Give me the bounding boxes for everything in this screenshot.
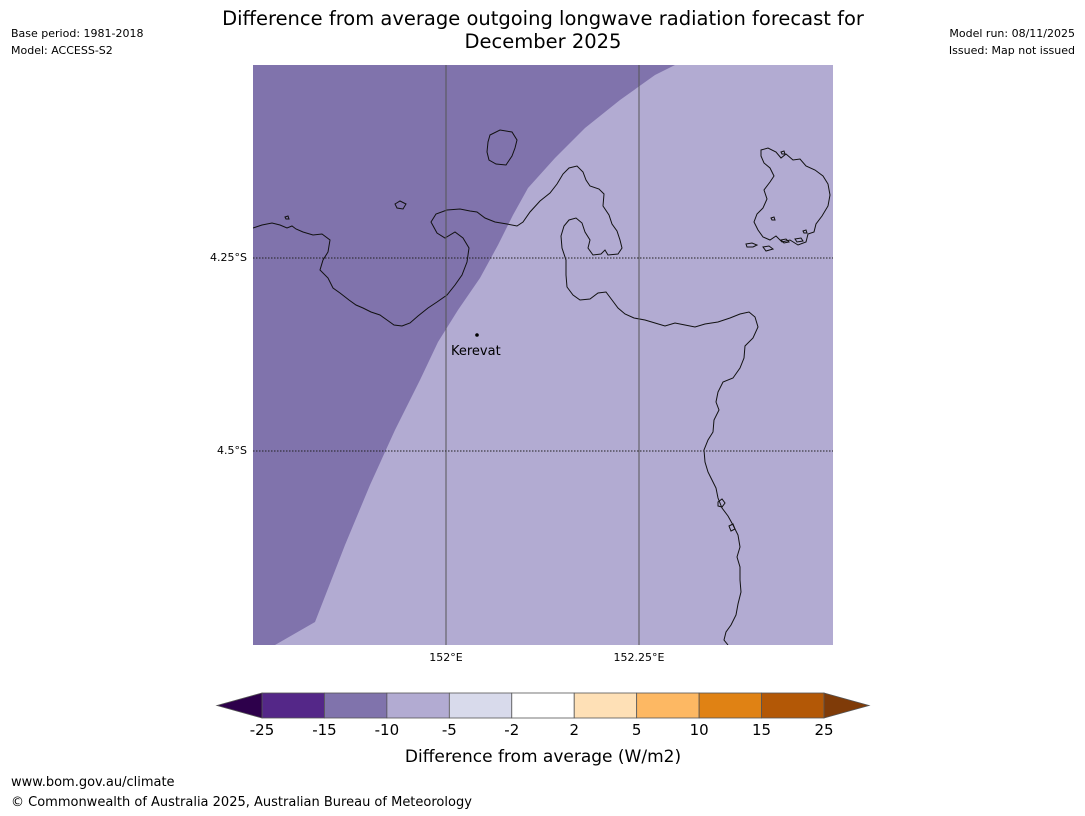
model-text: Model: ACCESS-S2 [11,44,113,57]
islet-east-1 [717,498,726,508]
kerevat-marker [475,333,479,337]
colorbar-tick-label: -25 [250,721,275,739]
kerevat-label: Kerevat [451,344,501,359]
colorbar-swatch [698,692,762,719]
islet-ne-7 [770,216,776,221]
header-left-meta: Base period: 1981-2018 Model: ACCESS-S2 [11,25,143,59]
colorbar-tick-label: 5 [632,721,642,739]
colorbar-tick-labels: -25 -15 -10 -5 -2 2 5 10 15 25 [250,721,834,739]
colorbar-swatches [261,692,825,719]
island-north [486,129,518,166]
header-right-meta: Model run: 08/11/2025 Issued: Map not is… [949,25,1075,59]
colorbar-tick-label: 10 [690,721,709,739]
model-run-text: Model run: 08/11/2025 [949,27,1075,40]
island-northwest-small [394,200,407,210]
islet-ne-6 [780,150,786,155]
lon-label-152-25: 152.25°E [614,651,665,664]
islet-ne-5 [802,229,808,234]
islet-ne-4 [794,237,804,243]
colorbar-tick-label: -5 [442,721,457,739]
graticule [253,65,833,645]
map-panel: Kerevat [253,65,833,645]
footer-url[interactable]: www.bom.gov.au/climate [11,775,175,790]
lat-label-4-5: 4.5°S [217,444,247,457]
islet-east-2 [728,523,736,532]
colorbar-swatch [261,692,325,719]
islet-ne-3 [779,238,791,244]
colorbar-swatch [386,692,450,719]
colorbar-tick-label: -15 [312,721,337,739]
issued-text: Issued: Map not issued [948,44,1075,57]
lon-label-152: 152°E [429,651,462,664]
colorbar-swatch [511,692,575,719]
footer-copyright: © Commonwealth of Australia 2025, Austra… [11,795,472,810]
colorbar-tick-label: 2 [569,721,579,739]
colorbar-swatch [324,692,388,719]
islet-ne-2 [762,245,775,252]
map-title: Difference from average outgoing longwav… [193,7,893,53]
colorbar-tick-label: -2 [504,721,519,739]
colorbar-low-extend [215,692,263,719]
colorbar-tick-label: 15 [752,721,771,739]
colorbar-swatch [448,692,513,719]
colorbar-tick-label: -10 [375,721,400,739]
region-minus15-to-minus10 [253,65,675,645]
base-period-text: Base period: 1981-2018 [11,27,144,40]
colorbar: -25 -15 -10 -5 -2 2 5 10 15 25 [215,692,871,739]
coastline [253,129,831,645]
colorbar-label: Difference from average (W/m2) [405,747,681,767]
colorbar-high-extend [823,692,871,719]
title-line-1: Difference from average outgoing longwav… [222,7,864,30]
lat-label-4-25: 4.25°S [210,251,247,264]
colorbar-swatch [573,692,638,719]
colorbar-tick-label: 25 [814,721,833,739]
colorbar-swatch [761,692,825,719]
islet-ne-1 [745,242,759,248]
coastline-main [253,165,759,645]
title-line-2: December 2025 [464,30,622,53]
islands-northeast [753,147,831,246]
islet-west [284,215,290,220]
colorbar-swatch [636,692,700,719]
